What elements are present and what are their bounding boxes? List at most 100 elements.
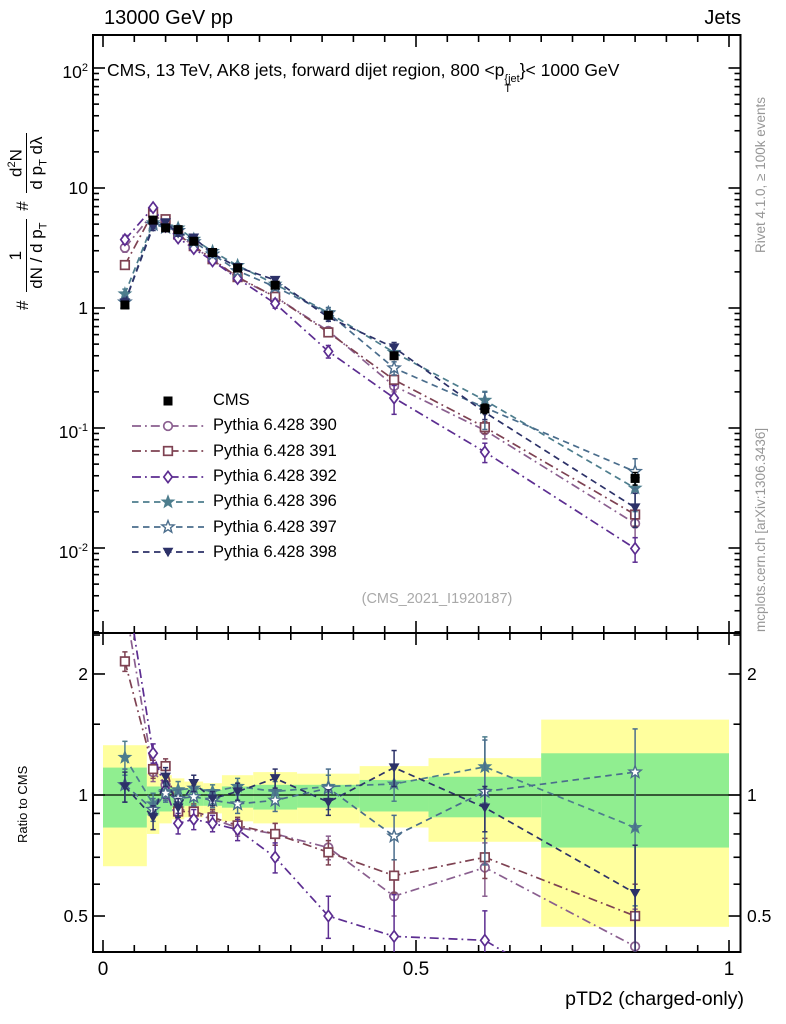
data-marker [173, 225, 183, 235]
series-line [124, 221, 636, 489]
data-marker [479, 444, 491, 460]
hash-symbol: # [12, 201, 32, 211]
data-marker [147, 813, 159, 823]
data-marker [323, 344, 334, 359]
data-marker [162, 548, 174, 558]
data-marker [121, 599, 130, 608]
data-marker [160, 218, 171, 228]
data-marker [119, 782, 131, 792]
data-marker [208, 248, 218, 258]
legend-marker-square-open [132, 446, 204, 457]
data-marker [630, 473, 640, 483]
main-y-tick-label: 102 [62, 61, 88, 82]
data-marker [160, 494, 176, 509]
hash-symbol: # [12, 300, 32, 310]
x-tick-label: 1 [723, 959, 735, 980]
data-marker [147, 763, 159, 775]
ratio-y-tick-label-right: 1 [747, 785, 757, 805]
data-marker [629, 888, 641, 899]
data-marker [267, 791, 284, 808]
data-marker [386, 827, 403, 843]
ratio-y-axis-title: Ratio to CMS [15, 765, 30, 843]
series-line [124, 766, 636, 894]
legend-label: Pythia 6.428 396 [213, 492, 337, 511]
data-marker [270, 828, 281, 840]
rivet-version-note: Rivet 4.1.0, ≥ 100k events [753, 97, 768, 253]
ratio-y-tick-label-left: 1 [78, 785, 88, 805]
main-y-axis-title: # 1 dN / d pT # d2N d pT dλ [6, 131, 50, 312]
analysis-group-label: Jets [704, 7, 741, 29]
main-y-tick-label: 10 [68, 178, 88, 198]
legend-item-pythia-396: Pythia 6.428 396 [130, 489, 337, 514]
plot-title-prefix: CMS, 13 TeV, AK8 jets, forward dijet reg… [107, 60, 505, 80]
data-marker [162, 420, 174, 432]
ratio-y-tick-label-right: 2 [747, 663, 757, 684]
data-marker [172, 803, 184, 813]
legend-label: Pythia 6.428 397 [213, 517, 337, 536]
data-marker [207, 794, 218, 804]
data-marker [232, 787, 243, 797]
data-marker [121, 571, 129, 582]
plot-title-sup: {jet [504, 73, 520, 85]
analysis-id-watermark: (CMS_2021_I1920187) [361, 591, 513, 607]
data-marker [148, 215, 158, 225]
plot-title-suffix: }< 1000 GeV [519, 60, 620, 80]
data-marker [162, 446, 174, 457]
legend-item-cms: CMS [130, 388, 337, 413]
data-marker [386, 359, 403, 375]
beam-energy-label: 13000 GeV pp [104, 7, 233, 29]
data-marker [479, 933, 491, 948]
series-main-cms [120, 215, 640, 486]
legend-item-pythia-397: Pythia 6.428 397 [130, 514, 337, 539]
data-marker [269, 774, 281, 784]
data-marker [232, 271, 243, 286]
plot-title: CMS, 13 TeV, AK8 jets, forward dijet reg… [107, 60, 620, 95]
data-marker [629, 503, 641, 513]
data-marker [232, 822, 243, 837]
legend-item-pythia-398: Pythia 6.428 398 [130, 540, 337, 565]
data-marker [162, 469, 174, 484]
data-marker [323, 847, 334, 858]
series-line [124, 771, 636, 838]
series-line [129, 633, 636, 948]
legend-marker-star-open [132, 518, 204, 534]
data-marker [188, 812, 200, 827]
plot-title-supsub: {jet T [504, 73, 520, 95]
data-marker [269, 850, 281, 865]
series-line [124, 211, 636, 516]
data-marker [323, 310, 333, 320]
data-marker [189, 236, 199, 246]
data-marker [207, 816, 218, 831]
data-marker [119, 656, 131, 667]
legend: CMS Pythia 6.428 390 Pythia 6.428 391 Pythi… [130, 388, 337, 565]
data-marker [147, 746, 159, 761]
data-marker [119, 259, 131, 271]
legend-label: CMS [213, 391, 250, 410]
data-marker [388, 374, 400, 385]
legend-item-pythia-390: Pythia 6.428 390 [130, 413, 337, 438]
x-axis-title: pTD2 (charged-only) [565, 988, 744, 1010]
data-marker [269, 296, 281, 311]
data-marker [480, 404, 490, 414]
data-marker [388, 390, 400, 405]
plot-title-sub: T [504, 83, 512, 95]
series-ratio-pythia-398 [119, 749, 641, 952]
data-marker [188, 778, 200, 789]
differential-fraction: d2N d pT dλ [6, 133, 50, 193]
data-marker [160, 772, 171, 782]
main-y-tick-label: 10-2 [58, 541, 88, 562]
legend-label: Pythia 6.428 392 [213, 467, 337, 486]
data-marker [147, 222, 159, 232]
x-tick-label: 0.5 [402, 959, 430, 980]
legend-label: Pythia 6.428 398 [213, 542, 337, 561]
x-tick-label: 0 [97, 959, 109, 980]
data-marker [388, 763, 400, 773]
main-y-tick-label: 10-1 [58, 421, 88, 442]
data-marker [229, 795, 246, 811]
data-marker [323, 327, 334, 338]
data-marker [388, 870, 400, 881]
ratio-y-tick-label-left: 0.5 [63, 906, 88, 926]
data-marker [147, 200, 159, 215]
